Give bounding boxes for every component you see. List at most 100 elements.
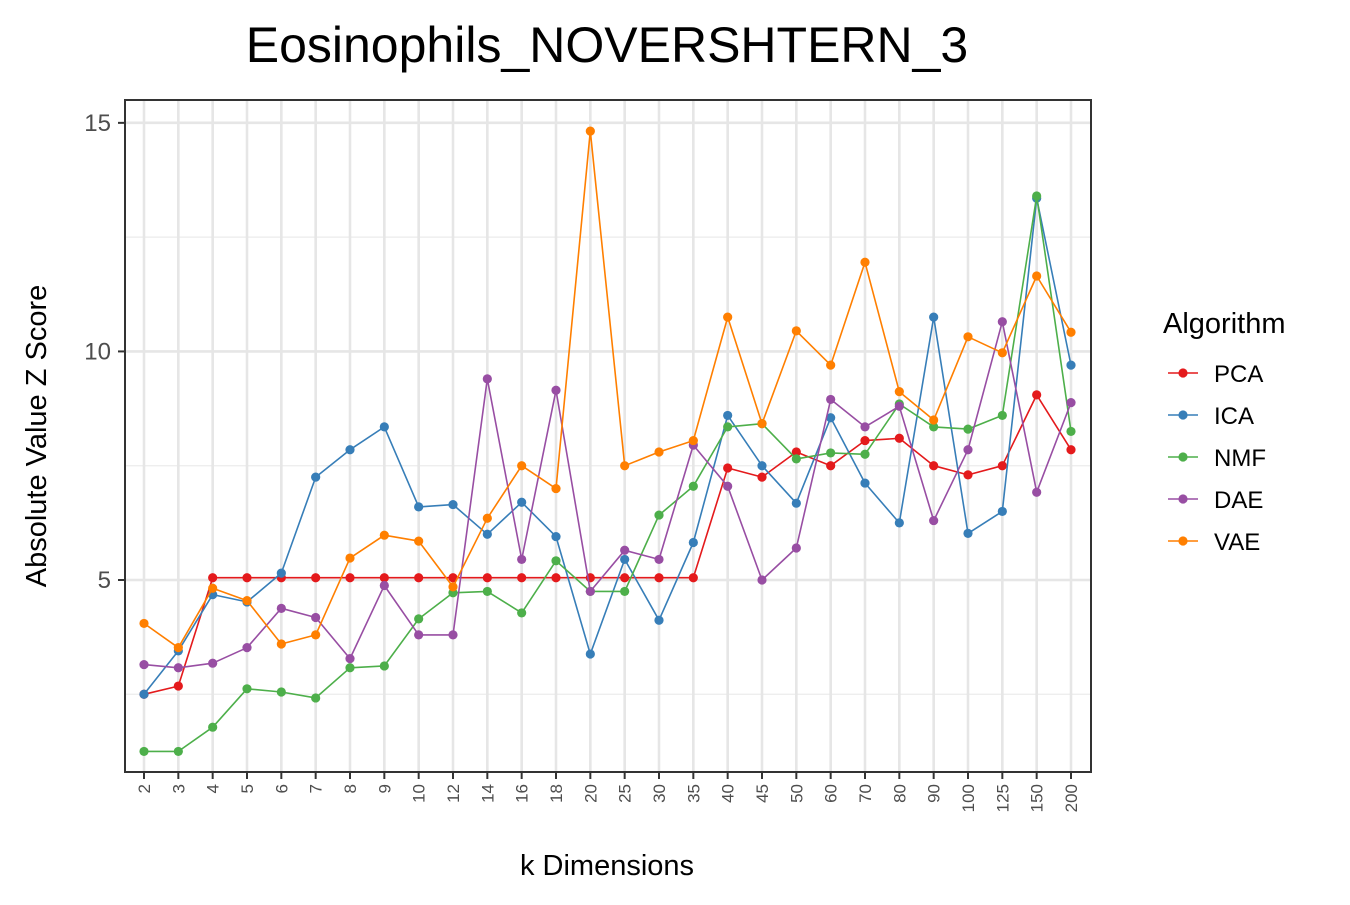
series-vae	[139, 126, 1076, 653]
data-point-dae	[654, 554, 664, 565]
x-tick-label: 90	[925, 784, 944, 803]
legend-item-pca: PCA	[1168, 361, 1263, 388]
data-point-nmf	[963, 424, 973, 434]
series-layer	[139, 126, 1076, 757]
data-point-ica	[276, 568, 286, 578]
data-point-vae	[173, 643, 183, 653]
legend-item-vae: VAE	[1168, 529, 1260, 556]
data-point-dae	[757, 575, 767, 585]
data-point-vae	[963, 332, 973, 342]
data-point-ica	[311, 472, 321, 482]
x-tick-label: 5	[238, 784, 257, 793]
data-point-pca	[620, 573, 630, 583]
data-point-vae	[620, 461, 630, 471]
data-point-dae	[448, 630, 458, 640]
data-point-pca	[345, 573, 355, 583]
legend-item-nmf: NMF	[1168, 445, 1266, 472]
data-point-nmf	[311, 693, 321, 703]
data-point-dae	[173, 663, 183, 673]
x-tick-label: 40	[719, 784, 738, 803]
data-point-ica	[448, 499, 458, 510]
data-point-ica	[620, 554, 630, 565]
legend-marker	[1178, 536, 1188, 546]
x-tick-label: 35	[684, 784, 703, 803]
data-point-dae	[208, 658, 218, 668]
series-dae	[139, 317, 1076, 673]
data-point-vae	[379, 530, 389, 540]
data-point-pca	[723, 463, 733, 473]
data-point-nmf	[173, 746, 183, 757]
x-tick-label: 60	[822, 784, 841, 803]
data-point-nmf	[688, 481, 698, 491]
data-point-ica	[860, 478, 870, 488]
data-point-pca	[517, 573, 527, 583]
data-point-dae	[139, 659, 149, 670]
x-tick-label: 4	[204, 784, 223, 793]
data-point-pca	[894, 433, 904, 443]
data-point-nmf	[517, 608, 527, 618]
data-point-nmf	[654, 510, 664, 520]
legend-marker	[1178, 410, 1188, 420]
data-point-pca	[448, 573, 458, 583]
x-tick-label: 30	[650, 784, 669, 803]
x-tick-label: 150	[1028, 784, 1047, 812]
data-point-nmf	[929, 422, 939, 432]
data-point-ica	[963, 528, 973, 538]
data-point-vae	[242, 595, 252, 606]
data-point-dae	[894, 401, 904, 411]
legend-label: VAE	[1214, 529, 1260, 556]
data-point-pca	[826, 461, 836, 471]
data-point-nmf	[242, 684, 252, 694]
data-point-dae	[242, 643, 252, 653]
data-point-vae	[1066, 327, 1076, 337]
data-point-ica	[757, 461, 767, 471]
data-point-vae	[791, 326, 801, 336]
x-tick-label: 18	[547, 784, 566, 803]
x-tick-label: 50	[787, 784, 806, 803]
x-tick-label: 45	[753, 784, 772, 803]
data-point-ica	[826, 413, 836, 423]
data-point-dae	[963, 445, 973, 455]
data-point-pca	[482, 573, 492, 583]
data-point-vae	[208, 583, 218, 593]
data-point-dae	[551, 385, 561, 395]
y-tick-label: 5	[98, 567, 111, 594]
data-point-ica	[517, 497, 527, 507]
data-point-dae	[826, 394, 836, 405]
x-tick-label: 16	[513, 784, 532, 803]
data-point-dae	[276, 603, 286, 613]
data-point-dae	[723, 481, 733, 491]
data-point-ica	[482, 529, 492, 539]
x-tick-label: 14	[478, 784, 497, 803]
legend-item-ica: ICA	[1168, 403, 1254, 430]
data-point-nmf	[1066, 426, 1076, 437]
data-point-dae	[1066, 398, 1076, 408]
grid-layer	[125, 100, 1091, 772]
data-point-vae	[1032, 271, 1042, 281]
legend-label: ICA	[1214, 403, 1254, 430]
data-point-pca	[1066, 445, 1076, 455]
data-point-nmf	[414, 614, 424, 624]
data-point-pca	[208, 573, 218, 583]
data-point-pca	[551, 573, 561, 583]
x-tick-label: 80	[890, 784, 909, 803]
series-line-vae	[143, 130, 1072, 649]
data-point-vae	[517, 461, 527, 471]
data-point-vae	[345, 553, 355, 563]
legend-title: Algorithm	[1163, 308, 1286, 340]
data-point-nmf	[139, 746, 149, 757]
x-tick-label: 70	[856, 784, 875, 803]
x-tick-label: 12	[444, 784, 463, 803]
x-tick-label: 7	[307, 784, 326, 793]
series-line-pca	[143, 394, 1072, 696]
data-point-ica	[791, 498, 801, 508]
data-point-ica	[929, 312, 939, 322]
data-point-vae	[826, 360, 836, 370]
data-point-ica	[139, 689, 149, 699]
data-point-ica	[688, 537, 698, 548]
legend-label: NMF	[1214, 445, 1266, 472]
data-point-pca	[242, 573, 252, 583]
data-point-nmf	[379, 661, 389, 671]
